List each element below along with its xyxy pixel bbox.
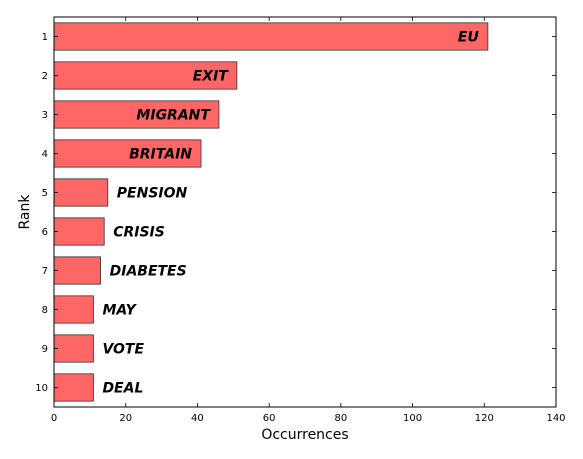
bar-9 [53, 334, 94, 363]
y-tick-label-1: 1 [42, 32, 48, 43]
y-tick-label-9: 9 [42, 344, 48, 355]
bar-labels-group: EU EXIT MIGRANT BRITAIN PENSION CRISIS DIABETE… [102, 30, 479, 397]
x-tick-label-60: 60 [263, 413, 276, 424]
bar-5 [53, 178, 109, 207]
bar-3 [53, 100, 220, 129]
bar-label-3: MIGRANT [136, 108, 211, 124]
x-tick-label-140: 140 [546, 413, 565, 424]
bars-group [53, 22, 489, 402]
bar-label-8: MAY [102, 303, 137, 319]
y-axis-title: Rank [17, 194, 33, 230]
bar-8 [53, 295, 94, 324]
bar-1 [53, 22, 489, 51]
plot-frame [53, 16, 557, 408]
bar-6 [53, 217, 105, 246]
x-tick-label-100: 100 [403, 413, 422, 424]
bar-label-1: EU [458, 30, 480, 46]
y-tick-label-8: 8 [42, 305, 48, 316]
bar-7 [53, 256, 102, 285]
bar-label-9: VOTE [102, 342, 144, 358]
bar-label-4: BRITAIN [129, 147, 192, 163]
bar-label-10: DEAL [102, 381, 143, 397]
x-tick-label-120: 120 [475, 413, 494, 424]
x-tick-label-40: 40 [191, 413, 204, 424]
bar-label-6: CRISIS [113, 225, 165, 241]
bar-label-5: PENSION [117, 186, 188, 202]
x-axis-title: Occurrences [261, 427, 348, 443]
x-tick-label-0: 0 [51, 413, 57, 424]
y-ticks-group: 1 2 3 4 5 6 7 8 9 10 [35, 32, 556, 394]
y-tick-label-2: 2 [42, 71, 48, 82]
x-tick-label-20: 20 [119, 413, 132, 424]
y-tick-label-5: 5 [42, 188, 48, 199]
y-tick-label-7: 7 [42, 266, 48, 277]
bar-label-2: EXIT [193, 69, 230, 85]
x-tick-label-80: 80 [334, 413, 347, 424]
y-tick-label-4: 4 [42, 149, 48, 160]
bar-2 [53, 61, 238, 90]
bar-10 [53, 373, 94, 402]
y-tick-label-10: 10 [35, 383, 48, 394]
y-tick-label-3: 3 [42, 110, 48, 121]
y-tick-label-6: 6 [42, 227, 48, 238]
bar-label-7: DIABETES [110, 264, 187, 280]
bar-4 [53, 139, 202, 168]
